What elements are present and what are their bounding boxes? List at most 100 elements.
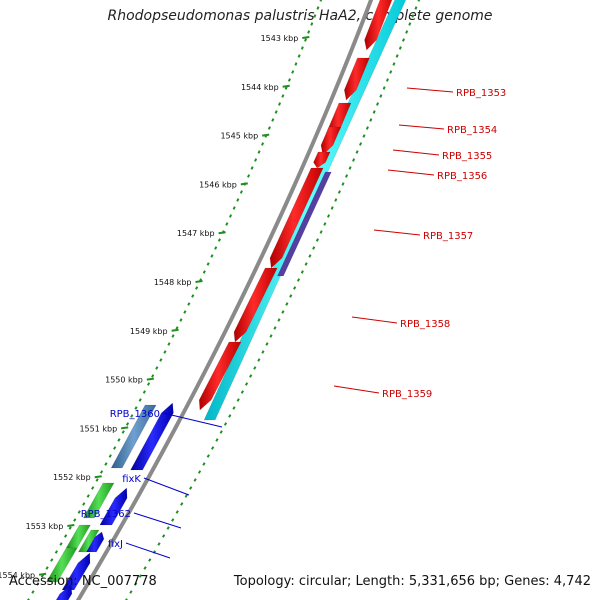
cds-feature-reverse[interactable] — [50, 584, 73, 600]
ring-dot — [95, 478, 99, 482]
rna-feature-block[interactable] — [203, 0, 410, 421]
ring-dot — [365, 126, 369, 130]
scale-tick-label: 1553 kbp — [26, 522, 64, 531]
ring-dot — [240, 390, 244, 394]
ring-dot — [236, 198, 240, 202]
ring-dot — [414, 6, 418, 10]
reverse-gene-label[interactable]: fixK — [122, 474, 141, 485]
ring-dot — [281, 94, 285, 98]
ring-dot — [389, 70, 393, 74]
ring-dot — [369, 118, 373, 122]
ring-dot — [267, 126, 271, 130]
forward-gene-label[interactable]: RPB_1353 — [456, 88, 506, 99]
forward-gene-label[interactable]: RPB_1354 — [447, 125, 497, 136]
ring-dot — [130, 414, 134, 418]
cds-feature[interactable] — [343, 57, 370, 101]
label-leader — [162, 412, 223, 428]
ring-dot — [36, 582, 40, 586]
misc-feature[interactable] — [276, 171, 332, 277]
reverse-gene-label[interactable]: RPB_1362 — [81, 509, 131, 520]
label-leader — [133, 512, 182, 529]
label-leader — [125, 542, 171, 559]
scale-tick — [195, 280, 203, 283]
ring-dot — [408, 22, 412, 26]
ring-dot — [244, 382, 249, 386]
ring-dot — [225, 222, 229, 226]
cds-feature[interactable] — [313, 151, 331, 169]
ring-dot — [166, 526, 170, 530]
feature-track — [45, 0, 410, 600]
forward-gene-label[interactable]: RPB_1357 — [423, 231, 473, 242]
cds-feature-reverse[interactable] — [99, 487, 128, 526]
label-leader — [398, 124, 445, 130]
cds-feature-reverse[interactable] — [61, 552, 91, 591]
forward-gene-label[interactable]: RPB_1358 — [400, 319, 450, 330]
ring-dot — [113, 446, 117, 450]
cds-feature[interactable] — [320, 126, 342, 156]
ring-dot — [249, 374, 253, 378]
ring-dot — [281, 310, 285, 314]
ring-dot — [232, 206, 236, 210]
cds-feature[interactable] — [233, 267, 278, 343]
ring-dot — [385, 78, 389, 82]
ring-dot — [143, 566, 147, 570]
ring-dot — [219, 430, 223, 434]
scale-tick — [218, 231, 226, 235]
scale-tick — [302, 36, 310, 39]
ring-dot — [362, 134, 366, 138]
label-leader — [143, 477, 190, 496]
ring-dot — [345, 174, 349, 178]
ring-dot — [304, 38, 307, 42]
ring-dot — [307, 30, 311, 34]
ring-dot — [330, 206, 334, 210]
ring-dot — [297, 54, 301, 58]
ring-dot — [171, 334, 175, 338]
ring-dot — [31, 590, 35, 594]
forward-gene-label[interactable]: RPB_1356 — [437, 171, 487, 182]
ring-dot — [210, 254, 214, 258]
ring-dot — [193, 478, 197, 482]
ring-dot — [189, 486, 193, 490]
ring-dot — [161, 534, 166, 538]
ring-dot — [77, 510, 81, 514]
gene-block-reverse[interactable] — [77, 529, 100, 553]
ring-dot — [63, 534, 68, 538]
ring-dot — [155, 366, 159, 370]
ring-dot — [217, 238, 221, 242]
gene-block-reverse[interactable] — [82, 482, 115, 519]
cds-feature-reverse[interactable] — [130, 402, 174, 471]
gene-block-reverse[interactable] — [110, 404, 157, 469]
ring-dot — [355, 150, 359, 154]
ring-dot — [183, 310, 187, 314]
ring-dot — [171, 518, 175, 522]
reverse-gene-label[interactable]: fixJ — [108, 539, 123, 550]
scale-tick-label: 1543 kbp — [261, 34, 299, 43]
ring-dot — [294, 62, 298, 66]
reverse-gene-label[interactable]: RPB_1360 — [110, 409, 160, 420]
forward-gene-label[interactable]: RPB_1359 — [382, 389, 432, 400]
ring-dot — [261, 142, 265, 146]
cds-feature[interactable] — [198, 341, 242, 411]
ring-dot — [265, 342, 269, 346]
ring-dot — [405, 30, 409, 34]
ring-dot — [142, 390, 146, 394]
gene-labels: RPB_1353 RPB_1354 RPB_1355 RPB_1356 RPB_1357… — [81, 87, 506, 559]
ring-dot — [104, 462, 108, 466]
ring-dot — [91, 486, 95, 490]
forward-tick-ring — [125, 0, 421, 600]
ring-dot — [289, 294, 293, 298]
ring-dot — [277, 318, 281, 322]
cds-feature[interactable] — [269, 167, 324, 269]
ring-dot — [319, 0, 323, 2]
scale-tick-label: 1544 kbp — [241, 83, 279, 92]
ring-dot — [45, 566, 49, 570]
forward-gene-label[interactable]: RPB_1355 — [442, 151, 492, 162]
ring-dot — [278, 102, 282, 106]
ring-dot — [402, 38, 405, 42]
ring-dot — [146, 382, 151, 386]
cds-feature[interactable] — [364, 0, 396, 51]
ring-dot — [269, 334, 273, 338]
gene-block-reverse[interactable] — [45, 547, 78, 583]
